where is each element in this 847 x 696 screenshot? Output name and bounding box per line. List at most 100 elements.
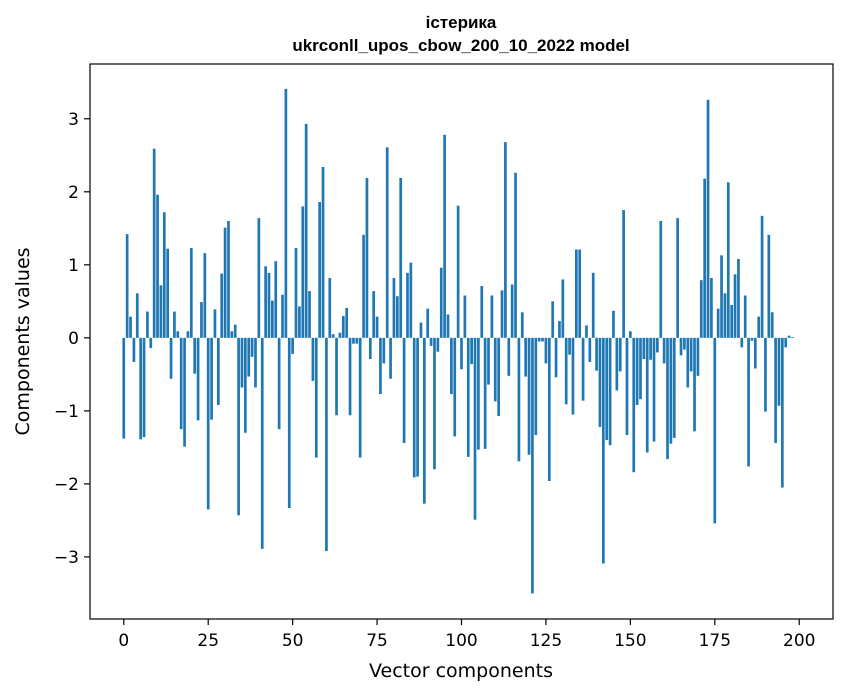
bar-98 — [453, 337, 457, 437]
bar-27 — [213, 309, 217, 338]
bar-119 — [524, 337, 528, 377]
bar-78 — [385, 147, 389, 338]
bar-156 — [649, 337, 652, 360]
bar-85 — [409, 262, 413, 338]
x-tick-label-0: 0 — [118, 631, 129, 651]
bar-61 — [328, 277, 332, 338]
bar-53 — [301, 206, 305, 338]
bar-139 — [591, 272, 595, 338]
bar-79 — [389, 337, 392, 379]
bar-183 — [740, 337, 744, 348]
bar-11 — [159, 285, 163, 338]
bar-178 — [723, 293, 727, 338]
bar-109 — [490, 295, 494, 338]
bar-16 — [176, 331, 180, 338]
bar-194 — [777, 337, 781, 406]
bar-67 — [348, 337, 352, 416]
bar-129 — [558, 321, 561, 338]
bar-147 — [618, 337, 622, 372]
bar-141 — [598, 337, 602, 427]
bar-34 — [237, 337, 240, 516]
bar-179 — [726, 182, 730, 338]
bar-169 — [693, 337, 696, 432]
bar-3 — [132, 337, 136, 362]
bar-88 — [419, 322, 423, 338]
bar-55 — [308, 291, 311, 338]
bar-50 — [291, 337, 294, 354]
x-tick-label-50: 50 — [282, 631, 304, 651]
bar-187 — [753, 337, 757, 369]
bar-45 — [274, 261, 278, 338]
bar-174 — [710, 277, 713, 338]
bar-46 — [277, 337, 281, 430]
bar-171 — [699, 280, 703, 338]
bar-68 — [352, 337, 355, 344]
y-tick-label-3: 3 — [68, 110, 79, 130]
bar-41 — [260, 337, 264, 549]
bar-32 — [230, 331, 234, 338]
bar-23 — [200, 302, 203, 338]
bar-177 — [720, 255, 723, 338]
bar-186 — [750, 337, 754, 341]
bar-133 — [571, 337, 575, 415]
bar-15 — [173, 311, 176, 338]
bar-57 — [314, 337, 318, 458]
bar-26 — [210, 337, 213, 420]
bar-165 — [679, 337, 683, 356]
x-tick-label-200: 200 — [783, 631, 815, 651]
bar-89 — [423, 337, 426, 504]
y-tick-label--1: −1 — [54, 402, 79, 422]
bar-138 — [588, 337, 592, 362]
bar-116 — [514, 172, 517, 338]
bar-76 — [379, 337, 382, 395]
x-axis: 0 25 50 75 100 125 150 175 200 — [118, 619, 815, 651]
y-tick-label--2: −2 — [54, 475, 79, 495]
bar-142 — [601, 337, 605, 564]
bar-197 — [787, 335, 791, 338]
bar-75 — [375, 316, 379, 338]
bar-150 — [629, 331, 632, 338]
bar-54 — [304, 123, 308, 338]
bar-123 — [537, 337, 541, 342]
bar-132 — [568, 337, 571, 355]
bars-group — [122, 88, 794, 594]
x-axis-label: Vector components — [369, 660, 553, 682]
bar-40 — [257, 218, 261, 338]
bar-80 — [392, 277, 396, 338]
chart-subtitle: ukrconll_upos_cbow_200_10_2022 model — [292, 36, 629, 55]
bar-63 — [335, 337, 338, 416]
bar-181 — [733, 274, 737, 338]
bar-9 — [152, 148, 156, 338]
bar-192 — [770, 312, 774, 338]
bar-72 — [365, 177, 369, 338]
bar-153 — [639, 337, 642, 400]
bar-134 — [574, 249, 578, 338]
bar-182 — [737, 258, 740, 338]
bar-125 — [544, 337, 548, 364]
bar-159 — [659, 221, 663, 338]
bar-51 — [294, 248, 298, 338]
bar-167 — [686, 337, 690, 388]
bar-6 — [142, 337, 146, 438]
bar-198 — [791, 337, 794, 338]
bar-10 — [156, 194, 159, 338]
bar-185 — [747, 337, 750, 467]
bar-58 — [318, 202, 321, 338]
bar-155 — [645, 337, 649, 453]
bar-74 — [372, 291, 376, 338]
bar-39 — [254, 337, 257, 388]
bar-148 — [622, 210, 625, 338]
bar-90 — [426, 308, 430, 338]
bar-110 — [493, 337, 497, 402]
x-tick-label-25: 25 — [197, 631, 219, 651]
bar-175 — [713, 337, 717, 524]
bar-131 — [564, 337, 568, 405]
bar-8 — [149, 337, 153, 349]
bar-56 — [311, 337, 315, 381]
bar-0 — [122, 337, 126, 439]
bar-7 — [146, 311, 149, 338]
bar-163 — [672, 337, 676, 438]
bar-29 — [220, 273, 224, 338]
bar-126 — [547, 337, 551, 481]
bar-19 — [186, 331, 190, 338]
